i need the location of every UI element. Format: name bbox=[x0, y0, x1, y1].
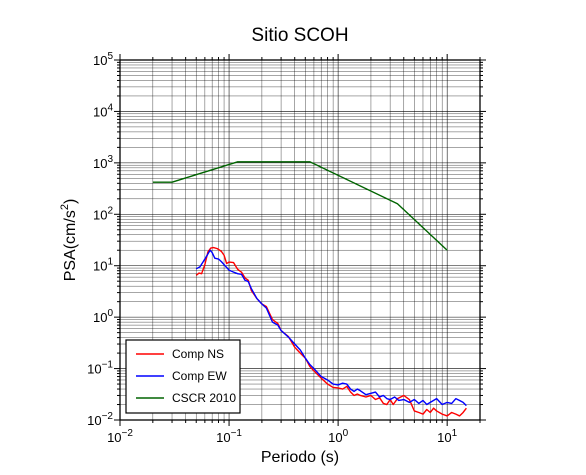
x-tick-label: 100 bbox=[328, 428, 348, 445]
y-tick-label: 104 bbox=[93, 102, 113, 119]
y-axis-label-sup: 2 bbox=[59, 204, 71, 210]
series-line-comp-ns bbox=[195, 246, 467, 417]
legend: Comp NS Comp EW CSCR 2010 bbox=[125, 339, 241, 414]
y-tick-label: 10−2 bbox=[87, 411, 113, 428]
y-tick-label: 100 bbox=[93, 308, 113, 325]
series-line-cscr-2010 bbox=[152, 161, 448, 251]
axis-ticks bbox=[114, 54, 486, 426]
series-layer bbox=[152, 161, 467, 417]
x-tick-label: 10−2 bbox=[107, 428, 133, 445]
y-axis-label: PSA(cm/s2) bbox=[59, 199, 79, 282]
x-tick-label: 101 bbox=[437, 428, 457, 445]
chart-title: Sitio SCOH bbox=[251, 25, 348, 46]
y-tick-label: 101 bbox=[93, 257, 113, 274]
legend-label-comp-ew: Comp EW bbox=[172, 369, 227, 383]
plot-frame bbox=[119, 59, 481, 421]
y-tick-labels: 10−2 10−1 100 101 102 103 104 105 bbox=[87, 51, 113, 428]
x-tick-label: 10−1 bbox=[216, 428, 242, 445]
grid-lines bbox=[119, 59, 481, 421]
x-axis-label: Periodo (s) bbox=[261, 449, 339, 466]
y-axis-label-main: PSA(cm/s bbox=[62, 210, 79, 281]
y-tick-label: 105 bbox=[93, 51, 113, 68]
y-tick-label: 102 bbox=[93, 205, 113, 222]
legend-label-cscr-2010: CSCR 2010 bbox=[172, 391, 236, 405]
y-tick-label: 10−1 bbox=[87, 360, 113, 377]
x-tick-labels: 10−2 10−1 100 101 bbox=[107, 428, 458, 445]
y-tick-label: 103 bbox=[93, 154, 113, 171]
legend-label-comp-ns: Comp NS bbox=[172, 347, 224, 361]
series-line-comp-ew bbox=[195, 249, 467, 407]
y-axis-label-end: ) bbox=[62, 199, 79, 204]
